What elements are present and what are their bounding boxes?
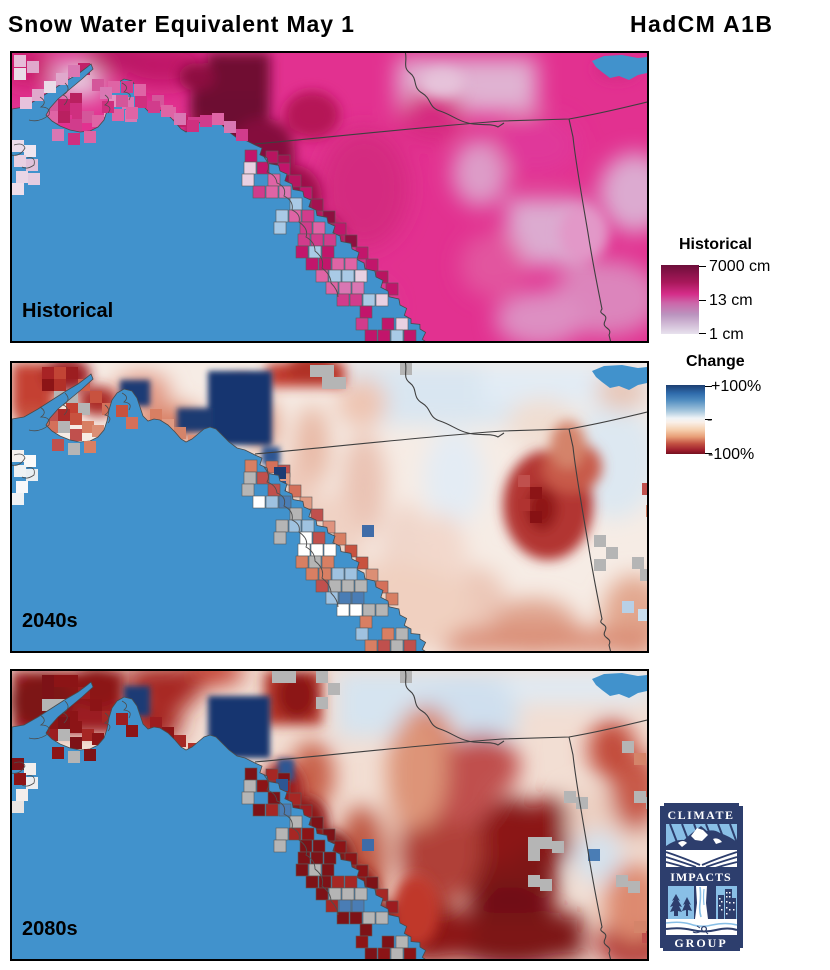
svg-text:2040s: 2040s bbox=[22, 610, 78, 632]
svg-text:IMPACTS: IMPACTS bbox=[670, 870, 731, 884]
svg-text:CLIMATE: CLIMATE bbox=[668, 808, 735, 822]
svg-text:Historical: Historical bbox=[22, 300, 113, 322]
svg-text:2080s: 2080s bbox=[22, 918, 78, 940]
svg-text:GROUP: GROUP bbox=[674, 936, 727, 950]
